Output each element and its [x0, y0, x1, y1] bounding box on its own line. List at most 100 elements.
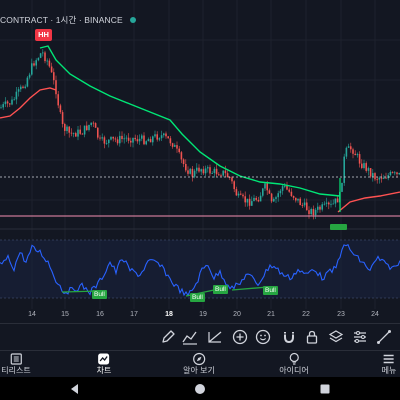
- candle-body: [308, 210, 310, 215]
- candle-body: [61, 112, 64, 124]
- nav-watchlist[interactable]: 티리스트: [1, 351, 31, 378]
- candle-body: [39, 53, 42, 58]
- candle-body: [321, 204, 323, 210]
- candle-body: [198, 167, 200, 172]
- home-icon[interactable]: [192, 381, 208, 397]
- candle-body: [48, 60, 51, 67]
- candle-body: [244, 196, 246, 203]
- oscillator-line: [0, 243, 400, 297]
- time-axis-label: 17: [130, 311, 138, 318]
- settings-sliders-icon[interactable]: [350, 327, 370, 347]
- candle-body: [176, 145, 178, 149]
- lock-icon[interactable]: [302, 327, 322, 347]
- candle-body: [358, 154, 361, 164]
- hamburger-menu-icon: [383, 354, 394, 364]
- candle-body: [262, 188, 264, 196]
- candle-body: [178, 148, 180, 153]
- candle-body: [94, 123, 97, 128]
- candle-body: [147, 139, 150, 142]
- candle-body: [330, 203, 332, 205]
- candle-body: [266, 183, 268, 191]
- candle-body: [317, 206, 319, 210]
- time-axis-label: 22: [302, 311, 310, 318]
- candle-body: [125, 137, 128, 139]
- candle-body: [248, 198, 251, 206]
- nav-menu[interactable]: 메뉴: [382, 351, 396, 378]
- candle-body: [319, 206, 321, 210]
- candle-body: [202, 169, 205, 174]
- candle-body: [88, 124, 90, 131]
- candle-body: [130, 140, 132, 143]
- pencil-icon[interactable]: [158, 327, 178, 347]
- bull-divergence-badge: Bull: [92, 290, 107, 299]
- candle-body: [57, 94, 59, 106]
- candle-body: [273, 198, 275, 202]
- candle-body: [169, 138, 172, 144]
- time-axis-label: 19: [199, 311, 207, 318]
- candle-body: [275, 197, 277, 199]
- candle-body: [242, 194, 244, 197]
- candle-body: [383, 177, 385, 179]
- candle-body: [121, 135, 123, 139]
- nav-watchlist-label: 티리스트: [1, 366, 31, 375]
- candle-body: [35, 60, 37, 66]
- candle-body: [59, 105, 62, 113]
- time-axis-label: 16: [96, 311, 104, 318]
- recent-apps-icon[interactable]: [317, 381, 333, 397]
- candle-body: [149, 139, 152, 143]
- candle-body: [103, 137, 106, 144]
- candle-body: [154, 134, 156, 137]
- candle-body: [376, 179, 378, 181]
- candle-body: [119, 135, 121, 144]
- candle-body: [141, 135, 143, 139]
- candle-body: [396, 172, 398, 175]
- emoji-icon[interactable]: [253, 327, 273, 347]
- long-position-icon[interactable]: [205, 327, 225, 347]
- nav-ideas-label: 아이디어: [279, 366, 309, 375]
- chart-canvas[interactable]: [0, 0, 400, 323]
- candle-body: [75, 133, 77, 137]
- candle-body: [328, 202, 330, 205]
- candle-body: [385, 177, 387, 179]
- candle-body: [204, 168, 207, 174]
- candle-body: [332, 203, 334, 205]
- candle-body: [207, 167, 209, 169]
- symbol-header[interactable]: CONTRACT · 1시간 · BINANCE: [0, 14, 136, 26]
- supertrend-support-line: [0, 87, 57, 119]
- trend-line-icon[interactable]: [374, 327, 394, 347]
- candle-body: [180, 152, 183, 160]
- indicators-icon[interactable]: [180, 327, 200, 347]
- back-icon[interactable]: [67, 381, 83, 397]
- candle-body: [354, 153, 356, 156]
- candle-body: [189, 168, 191, 174]
- candle-body: [24, 86, 26, 88]
- candle-body: [259, 195, 262, 202]
- candle-body: [37, 57, 40, 61]
- candle-body: [66, 126, 68, 131]
- candle-body: [9, 103, 11, 105]
- price-chart[interactable]: CONTRACT · 1시간 · BINANCE HH Bull Bull Bu…: [0, 0, 400, 323]
- candle-body: [191, 168, 194, 177]
- add-icon[interactable]: [230, 327, 250, 347]
- layers-icon[interactable]: [326, 327, 346, 347]
- candle-body: [53, 72, 55, 81]
- candle-body: [389, 172, 392, 176]
- supertrend-resistance-line: [39, 45, 341, 197]
- candle-body: [127, 137, 130, 141]
- candle-body: [209, 167, 211, 174]
- candle-body: [365, 163, 367, 171]
- nav-explore[interactable]: 알아 보기: [183, 351, 215, 378]
- candle-body: [279, 190, 282, 194]
- candle-body: [314, 209, 317, 216]
- nav-ideas[interactable]: 아이디어: [279, 351, 309, 378]
- candle-body: [90, 122, 92, 125]
- magnet-icon[interactable]: [279, 327, 299, 347]
- time-axis[interactable]: 14 15 16 17 18 19 20 21 22 23 24: [0, 309, 400, 323]
- candle-body: [44, 52, 46, 62]
- nav-chart[interactable]: 차트: [97, 351, 111, 378]
- candle-body: [347, 146, 350, 148]
- buy-signal-marker: [330, 224, 347, 230]
- candle-body: [72, 133, 75, 134]
- candle-body: [323, 203, 326, 205]
- candle-body: [13, 99, 15, 101]
